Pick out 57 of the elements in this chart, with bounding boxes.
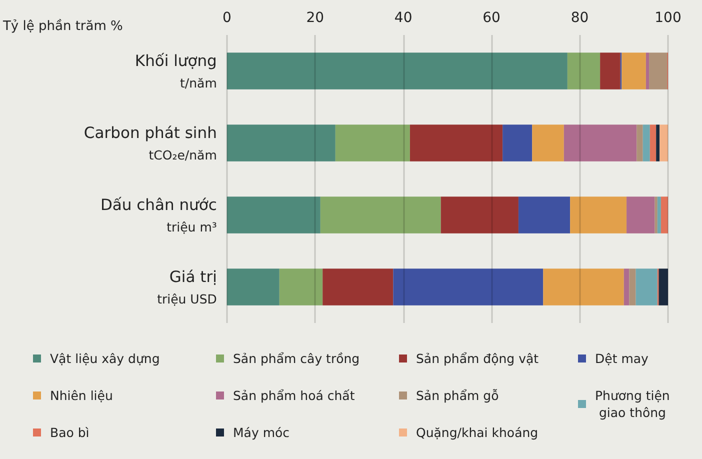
legend-label: Máy móc <box>233 425 290 440</box>
bar <box>650 124 656 162</box>
legend-label: Sản phẩm gỗ <box>416 388 499 403</box>
legend-label: Sản phẩm hoá chất <box>233 388 355 403</box>
bar <box>624 268 630 306</box>
legend-label: Quặng/khai khoáng <box>416 425 538 440</box>
legend-label: Sản phẩm động vật <box>416 351 539 366</box>
bar <box>654 196 658 234</box>
bar <box>626 196 655 234</box>
bar <box>320 196 441 234</box>
bar <box>226 268 280 306</box>
bar <box>226 196 320 234</box>
bar <box>226 52 568 90</box>
bar <box>658 268 668 306</box>
bar <box>660 196 668 234</box>
bar <box>410 124 503 162</box>
bar <box>543 268 624 306</box>
bar <box>532 124 564 162</box>
bar <box>279 268 323 306</box>
x-axis-title: Tỷ lệ phần trăm % <box>2 18 123 34</box>
bar <box>649 52 668 90</box>
bar <box>657 196 661 234</box>
legend-label: Sản phẩm cây trồng <box>233 351 360 366</box>
legend-label: Phương tiện giao thông <box>595 388 670 420</box>
bar <box>646 52 650 90</box>
x-tick-label: 0 <box>222 10 232 26</box>
bar <box>567 52 600 90</box>
bar <box>518 196 570 234</box>
bar <box>642 124 650 162</box>
y-tick-label: Dấu chân nước triệu m³ <box>100 196 217 234</box>
bar <box>570 196 627 234</box>
bar <box>440 196 518 234</box>
x-tick-label: 40 <box>394 10 412 26</box>
x-tick-label: 60 <box>482 10 500 26</box>
legend-label: Vật liệu xây dựng <box>50 351 160 366</box>
bar <box>636 268 658 306</box>
x-tick-label: 80 <box>570 10 589 26</box>
x-tick-label: 20 <box>306 10 324 26</box>
bar <box>226 124 336 162</box>
y-tick-label: Carbon phát sinh tCO₂e/năm <box>84 124 217 162</box>
legend-label: Nhiên liệu <box>50 388 113 403</box>
bar <box>622 52 646 90</box>
legend-label: Bao bì <box>50 425 90 440</box>
x-tick-label: 100 <box>654 10 682 26</box>
legend-label: Dệt may <box>595 351 650 366</box>
y-tick-label: Giá trị triệu USD <box>157 268 217 306</box>
bar <box>564 124 637 162</box>
bar <box>629 268 636 306</box>
bar <box>636 124 643 162</box>
y-tick-label: Khối lượng t/năm <box>134 52 217 90</box>
bar <box>502 124 532 162</box>
bar <box>322 268 394 306</box>
bar <box>656 124 660 162</box>
bar <box>600 52 620 90</box>
bar <box>660 124 668 162</box>
bar <box>335 124 410 162</box>
bar <box>393 268 544 306</box>
